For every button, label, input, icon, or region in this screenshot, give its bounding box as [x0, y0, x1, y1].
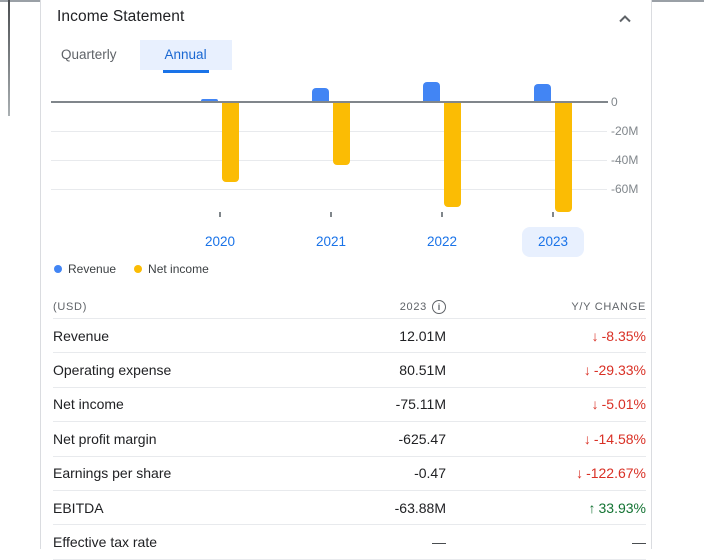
legend-label: Net income	[148, 262, 209, 276]
row-change: ↑ 33.93%	[446, 500, 646, 516]
y-axis-label: -60M	[611, 182, 639, 196]
row-value: 80.51M	[399, 362, 446, 379]
row-change: ↓ -8.35%	[446, 328, 646, 344]
row-label: Net profit margin	[53, 430, 157, 447]
change-text: -14.58%	[593, 430, 646, 447]
table-row-ebitda: EBITDA -63.88M ↑ 33.93%	[53, 491, 646, 526]
panel-title: Income Statement	[57, 8, 185, 25]
x-axis-tick	[330, 212, 332, 217]
table-header-change: Y/Y CHANGE	[571, 300, 646, 313]
chart-gridline	[51, 131, 607, 132]
table-row-net-income: Net income -75.11M ↓ -5.01%	[53, 388, 646, 423]
table-header-currency: (USD)	[53, 300, 88, 313]
table-body: Revenue 12.01M ↓ -8.35% Operating expense 80.…	[53, 319, 646, 560]
legend-item-revenue: Revenue	[54, 262, 116, 276]
net-income-bar-2022	[444, 103, 461, 207]
legend-dot	[54, 265, 62, 273]
table-header-row: (USD) 2023 i Y/Y CHANGE	[53, 295, 646, 319]
change-text: —	[632, 534, 646, 551]
info-icon[interactable]: i	[432, 299, 446, 314]
row-value: -75.11M	[395, 396, 446, 413]
row-value: —	[432, 534, 446, 551]
row-label: Revenue	[53, 327, 110, 344]
change-text: -122.67%	[586, 465, 646, 482]
arrow-down-icon: ↓	[591, 396, 599, 413]
zero-axis-line	[51, 101, 608, 103]
row-value: -625.47	[398, 430, 446, 447]
year-label-2023[interactable]: 2023	[522, 227, 584, 257]
change-text: 33.93%	[598, 499, 646, 516]
revenue-bar-2022	[423, 82, 440, 101]
row-value: 12.01M	[399, 327, 446, 344]
y-axis-label: -40M	[611, 153, 639, 167]
row-value: -63.88M	[394, 499, 446, 516]
x-axis-tick	[219, 212, 221, 217]
year-label-2020[interactable]: 2020	[204, 234, 236, 249]
revenue-bar-2023	[534, 84, 551, 101]
row-change: ↓ -14.58%	[446, 431, 646, 447]
left-scrollbar[interactable]	[8, 0, 10, 116]
row-label: Effective tax rate	[53, 534, 158, 551]
row-change: —	[446, 534, 646, 550]
row-value: -0.47	[414, 465, 446, 482]
table-header-year: 2023 i	[281, 299, 446, 314]
arrow-down-icon: ↓	[591, 327, 599, 344]
net-income-bar-2023	[555, 103, 572, 212]
table-row-revenue: Revenue 12.01M ↓ -8.35%	[53, 319, 646, 354]
chart-gridline	[51, 189, 607, 190]
table-header-year-label: 2023	[399, 300, 427, 313]
year-label-2021[interactable]: 2021	[315, 234, 347, 249]
row-change: ↓ -29.33%	[446, 362, 646, 378]
row-label: Operating expense	[53, 362, 172, 379]
table-row-net-profit-margin: Net profit margin -625.47 ↓ -14.58%	[53, 422, 646, 457]
arrow-up-icon: ↑	[588, 499, 596, 516]
change-text: -29.33%	[593, 362, 646, 379]
financials-table: (USD) 2023 i Y/Y CHANGE Revenue 12.01M ↓ -8…	[53, 295, 646, 560]
period-tabs: Quarterly Annual	[45, 40, 232, 73]
legend-item-net-income: Net income	[134, 262, 209, 276]
net-income-bar-2021	[333, 103, 350, 165]
arrow-down-icon: ↓	[583, 430, 591, 447]
arrow-down-icon: ↓	[576, 465, 584, 482]
tab-annual[interactable]: Annual	[139, 40, 232, 70]
revenue-bar-2020	[201, 99, 218, 101]
row-label: Earnings per share	[53, 465, 172, 482]
chart-legend: Revenue Net income	[54, 262, 209, 276]
row-change: ↓ -122.67%	[446, 465, 646, 481]
table-row-operating-expense: Operating expense 80.51M ↓ -29.33%	[53, 353, 646, 388]
arrow-down-icon: ↓	[583, 362, 591, 379]
collapse-button[interactable]	[616, 9, 634, 27]
y-axis-label: -20M	[611, 124, 639, 138]
legend-label: Revenue	[68, 262, 117, 276]
legend-dot	[134, 265, 143, 273]
income-statement-panel: Income Statement Quarterly Annual 0 -20M -…	[40, 0, 653, 560]
income-chart: 0 -20M -40M -60M 2020 2021 2022 2023	[41, 0, 653, 290]
chart-gridline	[51, 160, 607, 161]
x-axis-tick	[441, 212, 443, 217]
change-text: -8.35%	[601, 327, 646, 344]
table-row-effective-tax-rate: Effective tax rate — —	[53, 525, 646, 560]
row-label: Net income	[53, 396, 124, 413]
change-text: -5.01%	[601, 396, 646, 413]
table-row-earnings-per-share: Earnings per share -0.47 ↓ -122.67%	[53, 457, 646, 491]
year-label-2022[interactable]: 2022	[426, 234, 458, 249]
x-axis-tick	[552, 212, 554, 217]
net-income-bar-2020	[222, 103, 239, 182]
chevron-up-icon	[619, 14, 631, 22]
row-label: EBITDA	[53, 499, 104, 516]
y-axis-label: 0	[611, 95, 618, 109]
revenue-bar-2021	[312, 88, 329, 101]
row-change: ↓ -5.01%	[446, 396, 646, 412]
tab-quarterly[interactable]: Quarterly	[61, 47, 117, 62]
